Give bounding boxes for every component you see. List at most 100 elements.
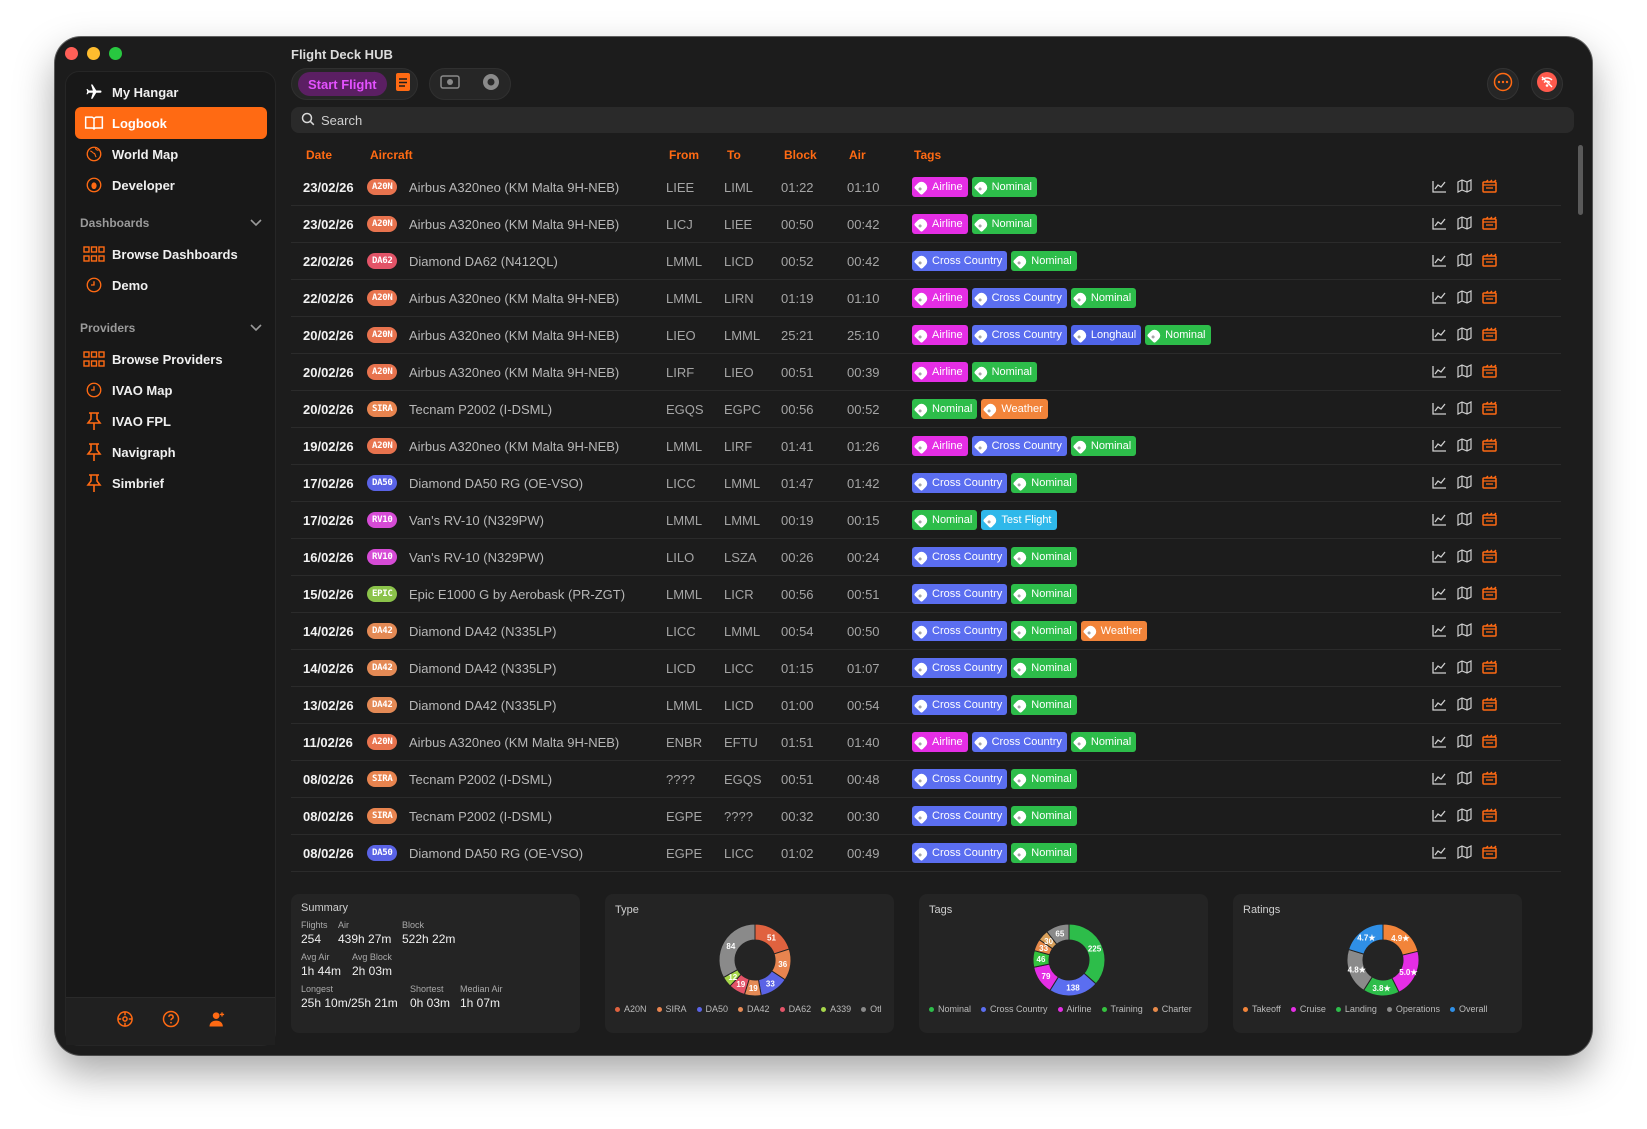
tag-chip[interactable]: Airline	[912, 362, 968, 382]
close-window-button[interactable]	[65, 47, 78, 60]
map-icon[interactable]	[1456, 844, 1472, 860]
sidebar-item-logbook[interactable]: Logbook	[75, 107, 267, 139]
tag-chip[interactable]: Cross Country	[912, 621, 1008, 641]
tag-chip[interactable]: Nominal	[1011, 473, 1077, 493]
tag-chip[interactable]: Weather	[1080, 621, 1148, 641]
providers-section-header[interactable]: Providers	[80, 321, 262, 335]
chart-icon[interactable]	[1431, 770, 1447, 786]
tag-chip[interactable]: Cross Country	[971, 436, 1067, 456]
donut-slice[interactable]	[1347, 923, 1384, 955]
chart-icon[interactable]	[1431, 733, 1447, 749]
table-row[interactable]: 08/02/26 SIRA Tecnam P2002 (I-DSML) ????…	[291, 761, 1561, 798]
tag-chip[interactable]: Cross Country	[971, 325, 1067, 345]
minimize-window-button[interactable]	[87, 47, 100, 60]
tag-chip[interactable]: Nominal	[1011, 806, 1077, 826]
sidebar-item-developer[interactable]: Developer	[75, 169, 267, 201]
table-row[interactable]: 14/02/26 DA42 Diamond DA42 (N335LP) LICD…	[291, 650, 1561, 687]
film-icon[interactable]	[1481, 474, 1497, 490]
chart-icon[interactable]	[1431, 437, 1447, 453]
chart-icon[interactable]	[1431, 289, 1447, 305]
tag-chip[interactable]: Nominal	[1011, 584, 1077, 604]
chart-icon[interactable]	[1431, 696, 1447, 712]
map-icon[interactable]	[1456, 326, 1472, 342]
column-header-date[interactable]: Date	[306, 148, 333, 162]
chart-icon[interactable]	[1431, 474, 1447, 490]
chart-icon[interactable]	[1431, 326, 1447, 342]
chart-icon[interactable]	[1431, 659, 1447, 675]
tag-chip[interactable]: Nominal	[1070, 288, 1137, 308]
map-icon[interactable]	[1456, 622, 1472, 638]
film-icon[interactable]	[1481, 696, 1497, 712]
film-icon[interactable]	[1481, 400, 1497, 416]
table-row[interactable]: 13/02/26 DA42 Diamond DA42 (N335LP) LMML…	[291, 687, 1561, 724]
chart-icon[interactable]	[1431, 400, 1447, 416]
tag-chip[interactable]: Cross Country	[912, 695, 1008, 715]
table-row[interactable]: 23/02/26 A20N Airbus A320neo (KM Malta 9…	[291, 206, 1561, 243]
table-row[interactable]: 11/02/26 A20N Airbus A320neo (KM Malta 9…	[291, 724, 1561, 761]
column-header-air[interactable]: Air	[849, 148, 866, 162]
film-icon[interactable]	[1481, 770, 1497, 786]
tag-chip[interactable]: Cross Country	[912, 658, 1008, 678]
tag-chip[interactable]: Cross Country	[912, 584, 1008, 604]
chart-icon[interactable]	[1431, 548, 1447, 564]
tag-chip[interactable]: Cross Country	[912, 473, 1008, 493]
table-row[interactable]: 19/02/26 A20N Airbus A320neo (KM Malta 9…	[291, 428, 1561, 465]
sidebar-item-ivao-map[interactable]: IVAO Map	[75, 374, 267, 406]
tag-chip[interactable]: Nominal	[1011, 621, 1077, 641]
column-header-tags[interactable]: Tags	[914, 148, 942, 162]
map-icon[interactable]	[1456, 548, 1472, 564]
table-row[interactable]: 20/02/26 A20N Airbus A320neo (KM Malta 9…	[291, 317, 1561, 354]
map-icon[interactable]	[1456, 252, 1472, 268]
tag-chip[interactable]: Nominal	[1011, 769, 1077, 789]
map-icon[interactable]	[1456, 289, 1472, 305]
connection-status-button[interactable]	[1531, 68, 1563, 100]
tag-chip[interactable]: Longhaul	[1070, 325, 1142, 345]
sidebar-item-world-map[interactable]: World Map	[75, 138, 267, 170]
tag-chip[interactable]: Airline	[912, 214, 968, 234]
tag-chip[interactable]: Nominal	[912, 510, 978, 530]
tag-chip[interactable]: Nominal	[1070, 732, 1137, 752]
sidebar-item-browse-providers[interactable]: Browse Providers	[75, 343, 267, 375]
map-icon[interactable]	[1456, 733, 1472, 749]
map-icon[interactable]	[1456, 659, 1472, 675]
table-row[interactable]: 17/02/26 DA50 Diamond DA50 RG (OE-VSO) L…	[291, 465, 1561, 502]
chevron-down-icon[interactable]	[250, 216, 262, 230]
film-icon[interactable]	[1481, 437, 1497, 453]
table-row[interactable]: 20/02/26 A20N Airbus A320neo (KM Malta 9…	[291, 354, 1561, 391]
sidebar-item-ivao-fpl[interactable]: IVAO FPL	[75, 405, 267, 437]
table-row[interactable]: 20/02/26 SIRA Tecnam P2002 (I-DSML) EGQS…	[291, 391, 1561, 428]
film-icon[interactable]	[1481, 215, 1497, 231]
chart-icon[interactable]	[1431, 622, 1447, 638]
tag-chip[interactable]: Nominal	[971, 214, 1037, 234]
sidebar-item-browse-dashboards[interactable]: Browse Dashboards	[75, 238, 267, 270]
film-icon[interactable]	[1481, 807, 1497, 823]
tag-chip[interactable]: Cross Country	[912, 806, 1008, 826]
dashboards-section-header[interactable]: Dashboards	[80, 216, 262, 230]
tag-chip[interactable]: Nominal	[1011, 658, 1077, 678]
chevron-down-icon[interactable]	[250, 321, 262, 335]
map-icon[interactable]	[1456, 696, 1472, 712]
search-input[interactable]	[321, 112, 821, 128]
table-row[interactable]: 08/02/26 DA50 Diamond DA50 RG (OE-VSO) E…	[291, 835, 1561, 872]
map-icon[interactable]	[1456, 400, 1472, 416]
film-icon[interactable]	[1481, 326, 1497, 342]
record-icon[interactable]	[482, 73, 500, 96]
tag-chip[interactable]: Cross Country	[912, 843, 1008, 863]
tag-chip[interactable]: Cross Country	[971, 732, 1067, 752]
more-options-button[interactable]	[1487, 68, 1519, 100]
tag-chip[interactable]: Airline	[912, 436, 968, 456]
column-header-to[interactable]: To	[727, 148, 741, 162]
tag-chip[interactable]: Cross Country	[912, 251, 1008, 271]
map-icon[interactable]	[1456, 770, 1472, 786]
table-row[interactable]: 22/02/26 A20N Airbus A320neo (KM Malta 9…	[291, 280, 1561, 317]
user-icon[interactable]	[207, 1009, 227, 1034]
settings-icon[interactable]	[115, 1009, 135, 1034]
tag-chip[interactable]: Cross Country	[912, 547, 1008, 567]
table-row[interactable]: 08/02/26 SIRA Tecnam P2002 (I-DSML) EGPE…	[291, 798, 1561, 835]
film-icon[interactable]	[1481, 622, 1497, 638]
camera-icon[interactable]	[440, 74, 460, 95]
film-icon[interactable]	[1481, 363, 1497, 379]
help-icon[interactable]	[161, 1009, 181, 1034]
tag-chip[interactable]: Nominal	[1011, 251, 1077, 271]
tag-chip[interactable]: Cross Country	[912, 769, 1008, 789]
